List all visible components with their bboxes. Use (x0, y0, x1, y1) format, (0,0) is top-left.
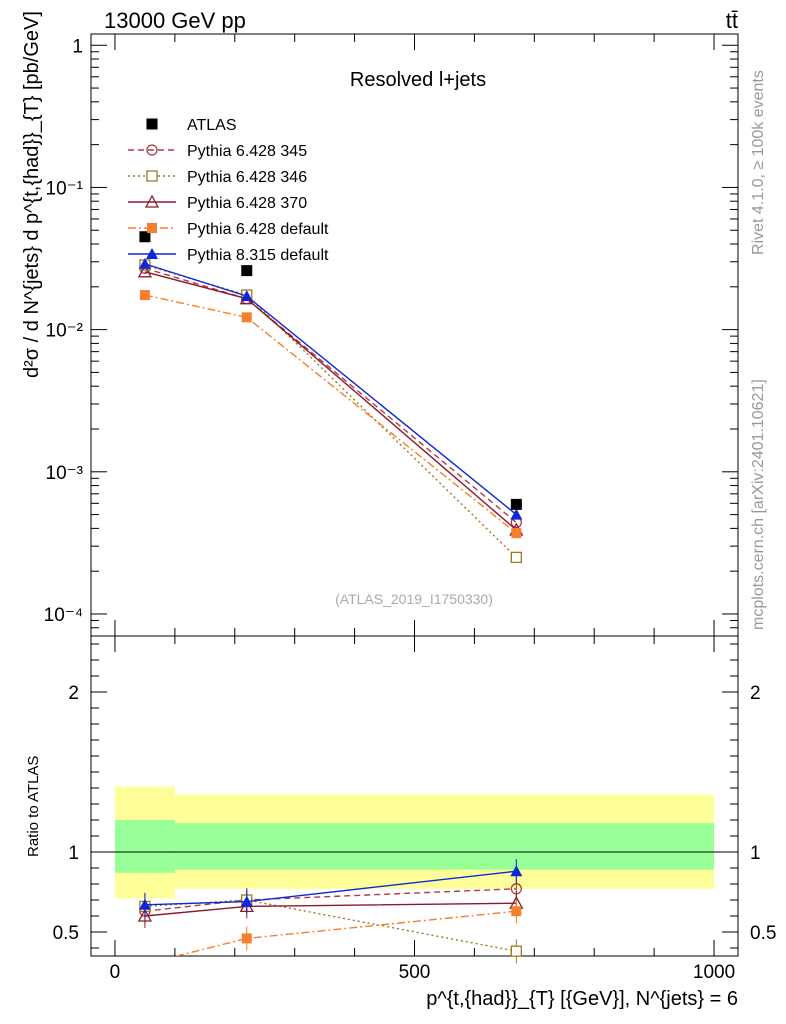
main-point-4-1 (240, 290, 253, 302)
main-point-2-0 (137, 264, 153, 278)
main-ytick-label: 10⁻² (46, 321, 84, 342)
ratio-point-4-0 (138, 898, 151, 910)
main-point-3-0 (139, 290, 150, 301)
ratio-ytick-label-right: 0.5 (750, 923, 776, 944)
main-point-4-2 (510, 508, 523, 520)
ratio-point-4-1 (240, 895, 253, 907)
main-point-3-1 (241, 312, 252, 323)
ratio-point-2-0 (137, 908, 153, 922)
xtick-label: 0 (110, 962, 121, 983)
legend-marker-5 (146, 248, 158, 259)
main-ytick-label: 1 (72, 36, 83, 57)
ratio-ytick-label-right: 1 (750, 843, 761, 864)
legend-marker-2 (146, 170, 158, 182)
header-left: 13000 GeV pp (104, 8, 246, 33)
main-ytick-label: 10⁻³ (46, 463, 84, 484)
xtick-label: 500 (399, 962, 431, 983)
ratio-series-line-3 (173, 910, 517, 956)
ratio-point-3-1 (241, 933, 252, 944)
legend-marker-3 (144, 194, 160, 208)
main-series-line-1 (144, 264, 517, 558)
atlas-data-point-0 (139, 231, 151, 243)
main-point-3-2 (511, 528, 522, 539)
main-ytick-label: 10⁻⁴ (44, 605, 83, 626)
stat-uncertainty-band-0 (114, 820, 175, 873)
ratio-ytick-label: 0.5 (53, 923, 79, 944)
ratio-point-4-2 (510, 865, 523, 877)
legend-label-5: Pythia 8.315 default (187, 247, 329, 264)
rivet-label: Rivet 4.1.0, ≥ 100k events (750, 70, 767, 255)
ratio-ytick-label: 1 (68, 843, 79, 864)
main-ylabel: d²σ / d N^{jets} d p^{t,{had}}_{T} [pb/G… (21, 11, 43, 378)
legend-label-4: Pythia 6.428 default (187, 221, 329, 238)
ratio-xlabel: p^{t,{had}}_{T} [{GeV}], N^{jets} = 6 (426, 988, 738, 1010)
ratio-point-1-2 (510, 945, 522, 957)
main-series-line-3 (144, 294, 517, 534)
main-title: Resolved l+jets (350, 69, 486, 91)
atlas-data-point-2 (510, 498, 522, 510)
legend-label-2: Pythia 6.428 346 (187, 169, 307, 186)
atlas-data-point-1 (241, 265, 253, 277)
main-series-line-0 (144, 267, 517, 524)
xtick-label: 1000 (693, 962, 735, 983)
legend-label-3: Pythia 6.428 370 (187, 195, 307, 212)
legend-label-0: ATLAS (187, 117, 237, 134)
stat-uncertainty-band-1 (174, 823, 715, 870)
main-ytick-label: 10⁻¹ (46, 178, 84, 199)
ratio-series-line-2 (144, 902, 517, 917)
ratio-ytick-label: 2 (68, 683, 79, 704)
legend-marker-4 (147, 223, 157, 233)
ratio-ytick-label-right: 2 (750, 683, 761, 704)
legend-label-1: Pythia 6.428 345 (187, 143, 307, 160)
ratio-ylabel: Ratio to ATLAS (25, 756, 42, 857)
legend-marker-0 (146, 118, 158, 130)
main-series-line-2 (144, 271, 517, 531)
ratio-series-line-1 (144, 899, 517, 952)
analysis-id: (ATLAS_2019_I1750330) (335, 591, 493, 607)
mcplots-label: mcplots.cern.ch [arXiv:2401.10621] (750, 379, 767, 630)
main-point-1-2 (510, 551, 522, 564)
main-point-4-0 (138, 257, 151, 269)
header-right: tt̄ (726, 8, 738, 33)
ratio-point-3-2 (511, 906, 522, 917)
legend-marker-1 (146, 144, 158, 156)
